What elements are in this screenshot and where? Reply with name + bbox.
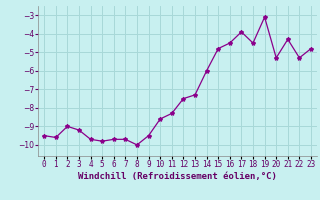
X-axis label: Windchill (Refroidissement éolien,°C): Windchill (Refroidissement éolien,°C) bbox=[78, 172, 277, 181]
